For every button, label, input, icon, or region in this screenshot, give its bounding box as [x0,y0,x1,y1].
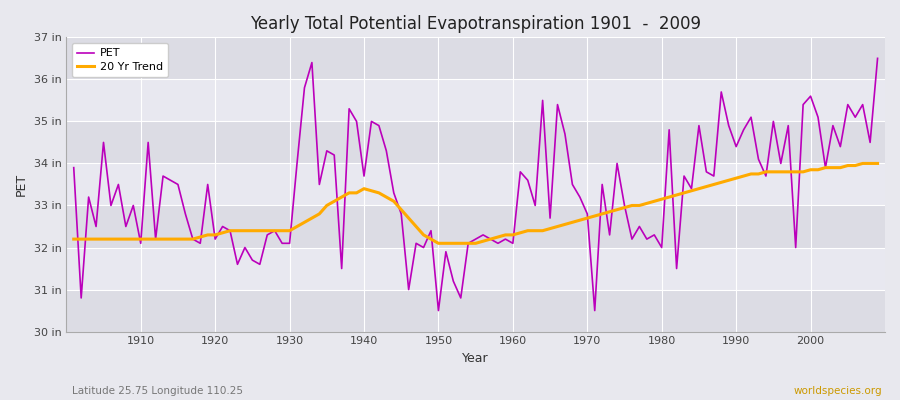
Y-axis label: PET: PET [15,173,28,196]
20 Yr Trend [604,209,615,214]
PET [337,266,347,271]
20 Yr Trend [433,241,444,246]
Text: Latitude 25.75 Longitude 110.25: Latitude 25.75 Longitude 110.25 [72,386,243,396]
Bar [67,79,885,122]
PET [128,203,139,208]
Bar [67,290,885,332]
PET [508,241,518,246]
Bar [67,122,885,164]
Line: 20 Yr Trend: 20 Yr Trend [74,164,878,243]
Text: worldspecies.org: worldspecies.org [794,386,882,396]
X-axis label: Year: Year [463,352,489,365]
PET [515,170,526,174]
PET [872,56,883,61]
20 Yr Trend [68,237,79,242]
PET [604,232,615,237]
20 Yr Trend [337,195,347,200]
20 Yr Trend [128,237,139,242]
20 Yr Trend [508,232,518,237]
Line: PET: PET [74,58,878,310]
20 Yr Trend [872,161,883,166]
Bar [67,164,885,206]
20 Yr Trend [292,224,302,229]
PET [292,161,302,166]
Bar [67,206,885,248]
PET [433,308,444,313]
Bar [67,37,885,79]
20 Yr Trend [858,161,868,166]
Bar [67,248,885,290]
Legend: PET, 20 Yr Trend: PET, 20 Yr Trend [72,43,168,77]
20 Yr Trend [515,230,526,235]
PET [68,165,79,170]
Title: Yearly Total Potential Evapotranspiration 1901  -  2009: Yearly Total Potential Evapotranspiratio… [250,15,701,33]
